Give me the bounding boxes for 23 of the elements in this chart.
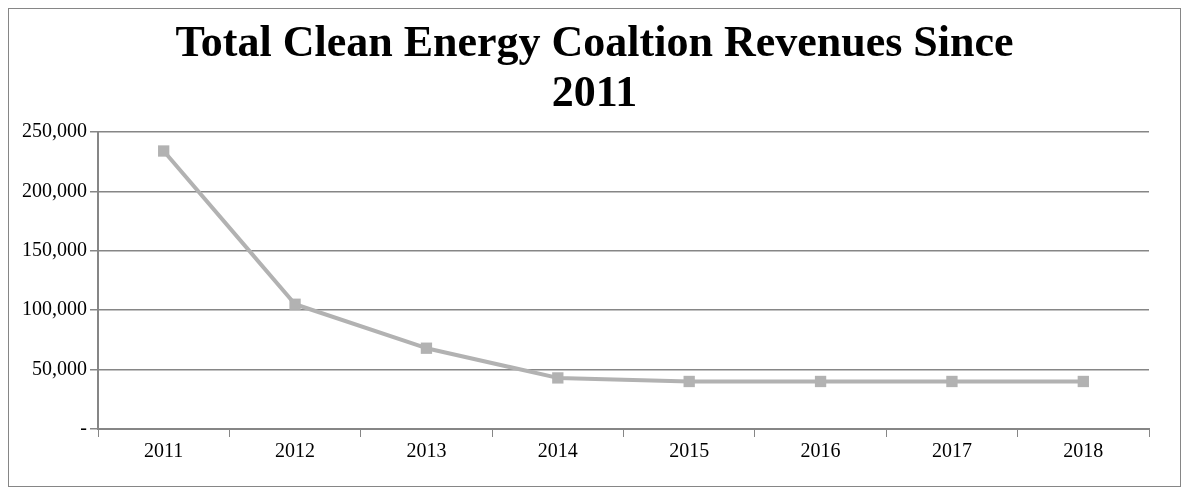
y-tick-label: - [80, 416, 87, 439]
x-tick-label: 2013 [406, 439, 447, 462]
point [552, 372, 564, 384]
chart-title: Total Clean Energy Coaltion Revenues Since 2011 [174, 17, 1015, 117]
y-tick-label: 250,000 [22, 119, 87, 142]
y-tick-label: 100,000 [22, 297, 87, 320]
x-tick-label: 2011 [144, 439, 184, 462]
x-tick-label: 2017 [931, 439, 972, 462]
point [946, 375, 958, 388]
point [158, 145, 170, 157]
y-tick-label: 50,000 [32, 356, 87, 379]
point [420, 342, 433, 354]
x-tick-label: 2018 [1063, 439, 1104, 462]
x-tick-label: 2014 [537, 439, 578, 462]
y-tick-label: 200,000 [22, 178, 87, 201]
point [289, 298, 301, 310]
x-tick-label: 2012 [275, 439, 316, 462]
point [814, 375, 827, 388]
x-tick-label: 2015 [669, 439, 710, 462]
y-tick-label: 150,000 [22, 238, 87, 261]
x-tick-label: 2016 [800, 439, 841, 462]
point [1077, 375, 1089, 388]
point [683, 375, 695, 388]
